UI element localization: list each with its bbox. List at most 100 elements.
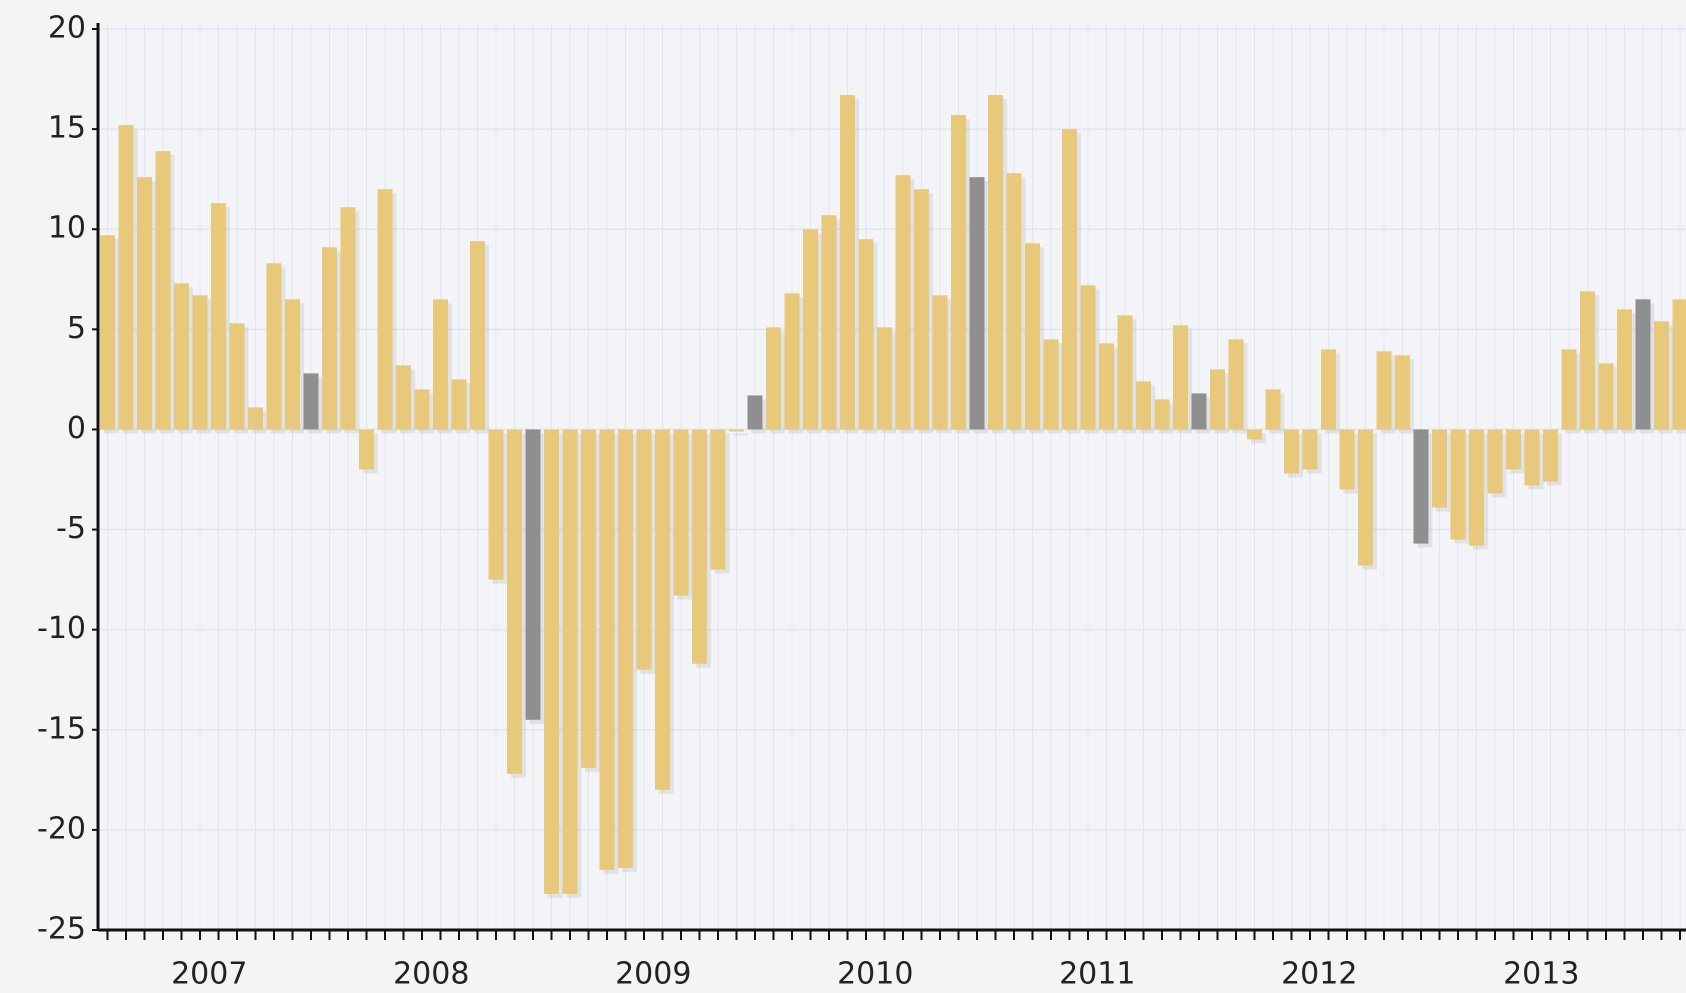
bar	[322, 247, 337, 430]
bar	[377, 189, 393, 430]
bar	[507, 429, 522, 774]
bar	[1006, 173, 1022, 430]
bar	[914, 189, 929, 430]
bar	[1136, 381, 1151, 430]
y-tick-label: -20	[37, 811, 86, 846]
bar-shadow	[733, 433, 748, 436]
bar	[488, 429, 504, 580]
bar	[1173, 325, 1188, 430]
bar	[1117, 315, 1133, 430]
x-year-label: 2013	[1503, 957, 1579, 992]
bar	[729, 429, 744, 432]
bar	[803, 229, 818, 430]
bar	[137, 177, 152, 430]
bar	[174, 283, 189, 430]
y-tick-label: 0	[67, 411, 86, 446]
bar	[451, 379, 467, 430]
bar	[1247, 429, 1262, 440]
bar	[1228, 339, 1244, 430]
bar	[673, 429, 689, 596]
bar	[248, 407, 263, 430]
bar	[1376, 351, 1392, 430]
bar	[895, 175, 911, 430]
bar	[840, 95, 855, 430]
bar	[433, 299, 448, 430]
bar	[192, 295, 208, 430]
bar	[1025, 243, 1040, 430]
bar	[1395, 355, 1410, 430]
bar	[618, 429, 633, 868]
bar	[1191, 393, 1207, 430]
bar	[1302, 429, 1318, 470]
x-year-label: 2007	[171, 957, 247, 992]
bar	[1358, 429, 1373, 566]
bar	[1635, 299, 1651, 430]
bar	[766, 327, 781, 430]
y-tick-label: 20	[48, 11, 86, 46]
y-tick-label: -10	[37, 611, 86, 646]
y-tick-label: -25	[37, 912, 86, 947]
bar	[1524, 429, 1540, 486]
bar	[1432, 429, 1447, 508]
bar	[1654, 321, 1669, 430]
bar	[951, 115, 966, 430]
bar	[211, 203, 226, 430]
bar	[1506, 429, 1521, 470]
bar	[118, 125, 134, 430]
y-tick-label: -5	[56, 511, 86, 546]
bar	[784, 293, 800, 430]
bar	[1080, 285, 1096, 430]
bar	[1284, 429, 1299, 474]
bar	[636, 429, 652, 670]
bar	[1617, 309, 1632, 430]
bar	[988, 95, 1003, 430]
bar	[1321, 349, 1336, 430]
bar	[1154, 399, 1170, 430]
bar	[821, 215, 837, 430]
bar	[1413, 429, 1429, 544]
x-year-label: 2011	[1059, 957, 1135, 992]
bar	[1672, 299, 1686, 430]
bar	[858, 239, 874, 430]
bar	[340, 207, 356, 430]
bar	[1265, 389, 1281, 430]
bar	[1598, 363, 1614, 430]
bar	[1487, 429, 1503, 494]
x-year-label: 2010	[837, 957, 913, 992]
y-tick-label: -15	[37, 711, 86, 746]
bar	[1561, 349, 1577, 430]
bar	[1210, 369, 1225, 430]
bar	[1339, 429, 1355, 490]
y-tick-label: 10	[48, 211, 86, 246]
bar	[1469, 429, 1484, 546]
bar	[932, 295, 948, 430]
x-year-label: 2008	[393, 957, 469, 992]
bar	[1062, 129, 1077, 430]
bar	[710, 429, 726, 570]
bar	[969, 177, 985, 430]
bar	[414, 389, 430, 430]
bar	[1580, 291, 1595, 430]
y-tick-label: 5	[67, 311, 86, 346]
bar	[359, 429, 374, 470]
bar	[599, 429, 615, 870]
bar	[1543, 429, 1558, 482]
x-year-label: 2012	[1281, 957, 1357, 992]
bar	[581, 429, 596, 768]
bar	[1450, 429, 1466, 540]
bar	[877, 327, 892, 430]
bar	[1043, 339, 1059, 430]
bar	[470, 241, 485, 430]
bar	[562, 429, 578, 894]
y-tick-label: 15	[48, 111, 86, 146]
bar	[692, 429, 707, 664]
bar	[285, 299, 300, 430]
x-year-label: 2009	[615, 957, 691, 992]
bar	[1099, 343, 1114, 430]
bar	[266, 263, 282, 430]
bar	[747, 395, 763, 430]
bar	[544, 429, 559, 894]
bar	[100, 235, 115, 430]
bar	[155, 151, 171, 430]
